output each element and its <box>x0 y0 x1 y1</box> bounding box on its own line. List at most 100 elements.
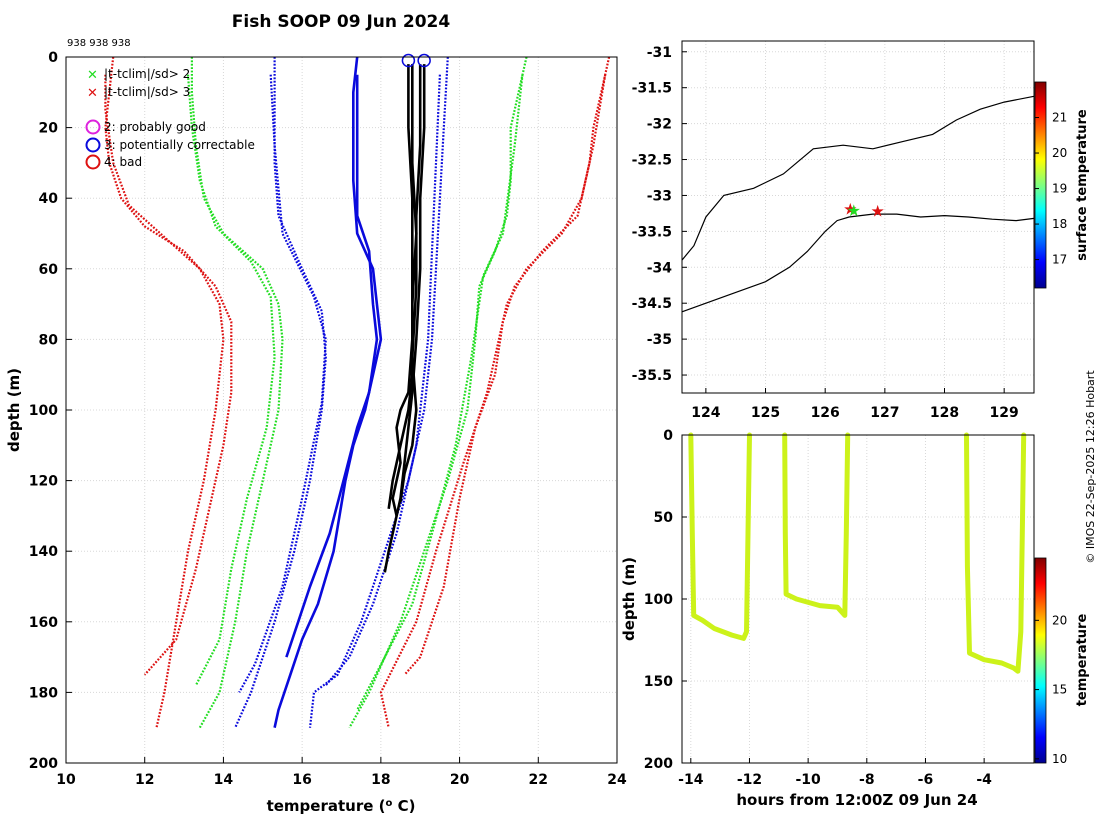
profile-x-tick-label: 18 <box>371 772 390 788</box>
timeseries-y-tick-labels: 0 50 100 150 200 <box>644 428 673 772</box>
map-coastline <box>681 95 1035 313</box>
timeseries-colorbar-gradient <box>1034 557 1047 764</box>
timeseries-x-tick-label: -4 <box>976 772 992 788</box>
timeseries-colorbar: 10 15 20 temperature <box>1034 557 1090 766</box>
profile-y-tick-label: 180 <box>29 685 58 701</box>
legend-label-probably-good: 2: probably good <box>104 120 206 134</box>
timeseries-x-tick-label: -6 <box>918 772 934 788</box>
legend-circle-icon-red <box>85 154 101 170</box>
profile-series-line <box>324 74 441 687</box>
profile-x-tick-label: 14 <box>214 772 234 788</box>
profile-y-tick-label: 80 <box>39 332 59 348</box>
profile-qc-circle-marker <box>401 53 416 68</box>
legend-label-3sd: |t-tclim|/sd> 3 <box>104 85 190 99</box>
profile-qc-markers <box>401 53 431 68</box>
timeseries-y-tick-label: 50 <box>654 510 674 526</box>
legend-item-2sd: ✕ |t-tclim|/sd> 2 <box>87 67 190 83</box>
map-y-tick-labels: -31 -31.5 -32 -32.5 -33 -33.5 -34 -34.5 -35 -35.5 <box>632 45 673 384</box>
map-coastline-lower <box>681 213 1035 313</box>
legend-circle-icon-magenta <box>85 119 101 135</box>
profile-legend: ✕ |t-tclim|/sd> 2 ✕ |t-tclim|/sd> 3 2: p… <box>85 67 255 170</box>
map-station-star-icon: ★ <box>871 202 885 221</box>
map-x-tick-label: 129 <box>990 405 1019 421</box>
figure-title: Fish SOOP 09 Jun 2024 <box>232 12 451 32</box>
profile-y-tick-label: 100 <box>29 403 58 419</box>
profile-series-line <box>399 64 422 502</box>
timeseries-chart: -14 -12 -10 -8 -6 -4 0 50 100 150 200 hours from … <box>620 428 1090 809</box>
map-colorbar: 17 18 19 20 21 surface temperature <box>1034 81 1090 289</box>
map-x-tick-label: 127 <box>870 405 899 421</box>
map-x-tick-label: 126 <box>811 405 840 421</box>
map-x-tick-label: 124 <box>691 405 720 421</box>
profile-y-tick-label: 20 <box>39 121 59 137</box>
profile-series-line <box>387 64 418 509</box>
profile-axes-frame <box>65 56 618 764</box>
profile-ids: 938 938 938 <box>67 38 131 49</box>
map-y-tick-label: -34 <box>647 260 673 276</box>
profile-y-tick-label: 0 <box>48 50 58 66</box>
timeseries-y-tick-label: 0 <box>663 428 673 444</box>
profile-x-tick-label: 10 <box>56 772 76 788</box>
map-x-tick-labels: 124 125 126 127 128 129 <box>691 405 1019 421</box>
timeseries-colorbar-label: temperature <box>1075 614 1090 707</box>
legend-label-2sd: |t-tclim|/sd> 2 <box>104 67 190 81</box>
timeseries-colorbar-tick-label: 20 <box>1052 613 1067 627</box>
profile-x-tick-label: 16 <box>292 772 311 788</box>
profile-x-tick-label: 20 <box>450 772 470 788</box>
map-colorbar-ticks: 17 18 19 20 21 <box>1035 111 1067 267</box>
timeseries-x-tick-label: -8 <box>859 772 875 788</box>
timeseries-y-tick-label: 200 <box>644 756 673 772</box>
timeseries-axes-frame <box>681 434 1035 764</box>
profile-series-line <box>348 56 528 729</box>
map-y-tick-label: -33 <box>647 188 672 204</box>
map-colorbar-tick-label: 21 <box>1052 111 1067 125</box>
profile-series <box>104 56 611 729</box>
timeseries-grid <box>682 434 1034 764</box>
map-colorbar-tick-label: 18 <box>1052 217 1067 231</box>
map-station-star-icon: ★ <box>843 199 857 218</box>
timeseries-x-tick-label: -12 <box>737 772 762 788</box>
profile-series-line <box>104 74 225 728</box>
legend-item-probably-good: 2: probably good <box>85 119 206 135</box>
map-y-tick-label: -34.5 <box>632 296 672 312</box>
profile-series-line <box>104 56 233 676</box>
profile-y-tick-label: 160 <box>29 615 58 631</box>
profile-series-line <box>285 74 379 658</box>
map-x-tick-label: 125 <box>751 405 780 421</box>
timeseries-drop-line <box>964 432 1027 674</box>
map-station-points: ★★ ★ <box>843 199 885 220</box>
profile-y-tick-label: 60 <box>39 262 59 278</box>
map-colorbar-gradient <box>1034 81 1047 289</box>
profile-x-tick-label: 22 <box>529 772 548 788</box>
timeseries-x-tick-label: -10 <box>795 772 821 788</box>
map-colorbar-tick-label: 20 <box>1052 146 1067 160</box>
legend-label-potentially-correctable: 3: potentially correctable <box>104 138 255 152</box>
map-y-tick-label: -31 <box>647 45 672 61</box>
profile-qc-circle-marker <box>417 53 431 68</box>
profile-x-axis-label: temperature (o C) <box>267 797 416 815</box>
profile-y-axis-label: depth (m) <box>5 368 23 452</box>
legend-cross-icon-green: ✕ <box>87 68 98 83</box>
profile-x-tick-labels: 10 12 14 16 18 20 22 24 <box>56 772 627 788</box>
timeseries-x-axis-label: hours from 12:00Z 09 Jun 24 <box>736 791 977 809</box>
profile-series-line <box>308 56 449 728</box>
profile-series-line <box>273 56 383 728</box>
map-colorbar-tick-label: 17 <box>1052 253 1067 267</box>
map-station-star-icon: ★ <box>847 201 861 220</box>
timeseries-x-tick-label: -14 <box>678 772 704 788</box>
timeseries-drop-line <box>782 432 851 618</box>
legend-circle-icon-blue <box>85 137 101 153</box>
profile-series-line <box>383 64 426 573</box>
map-y-tick-label: -35 <box>647 332 672 348</box>
profile-series-line <box>403 74 607 676</box>
map-y-tick-label: -32.5 <box>632 153 672 169</box>
profile-x-tick-label: 24 <box>607 772 627 788</box>
credit-text: © IMOS 22-Sep-2025 12:26 Hobart <box>1084 370 1097 564</box>
map-y-tick-label: -33.5 <box>632 224 672 240</box>
timeseries-x-tick-labels: -14 -12 -10 -8 -6 -4 <box>678 772 992 788</box>
profile-series-line <box>186 74 276 686</box>
map-chart: ★★ ★ 124 125 126 127 128 129 -31-31.5-32-32.5-… <box>632 40 1090 421</box>
legend-item-bad: 4: bad <box>85 154 142 170</box>
timeseries-y-tick-label: 100 <box>644 592 673 608</box>
